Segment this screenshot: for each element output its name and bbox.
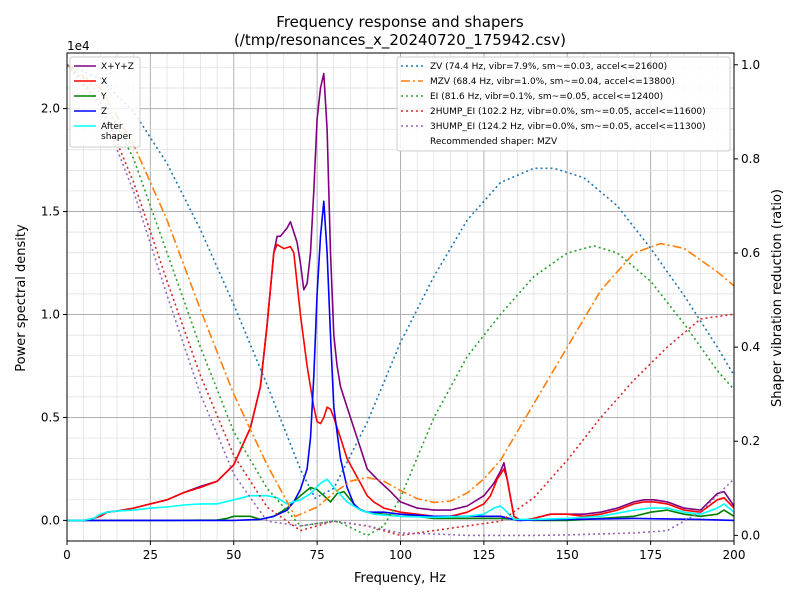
x-tick-label: 0 xyxy=(63,548,71,562)
x-tick-label: 100 xyxy=(389,548,412,562)
y2-axis-label: Shaper vibration reduction (ratio) xyxy=(770,189,785,407)
y2-tick-label: 0.2 xyxy=(741,434,760,448)
x-tick-label: 50 xyxy=(226,548,241,562)
x-tick-label: 75 xyxy=(309,548,324,562)
legend-left-label: X xyxy=(101,77,107,87)
x-tick-label: 25 xyxy=(143,548,158,562)
legend-right-label: 3HUMP_EI (124.2 Hz, vibr=0.0%, sm~=0.05,… xyxy=(430,122,706,132)
legend-right-label: EI (81.6 Hz, vibr=0.1%, sm~=0.05, accel<… xyxy=(430,92,663,102)
y2-tick-label: 0.4 xyxy=(741,340,760,354)
x-axis-label: Frequency, Hz xyxy=(354,571,446,586)
y-axis-left: 0.0 0.5 1.0 1.5 2.0 xyxy=(41,102,67,528)
legend-right: ZV (74.4 Hz, vibr=7.9%, sm~=0.03, accel<… xyxy=(397,57,730,151)
y-offset-label: 1e4 xyxy=(67,39,90,53)
y2-tick-label: 1.0 xyxy=(741,58,760,72)
x-tick-label: 200 xyxy=(723,548,746,562)
x-axis: 0 25 50 75 100 125 150 175 200 xyxy=(63,541,745,562)
y-tick-label: 0.0 xyxy=(41,513,60,527)
y-tick-label: 2.0 xyxy=(41,102,60,116)
y-axis-right: 0.0 0.2 0.4 0.6 0.8 1.0 xyxy=(734,58,760,543)
y2-tick-label: 0.0 xyxy=(741,528,760,542)
recommended-shaper-label: Recommended shaper: MZV xyxy=(430,137,558,147)
chart-title: Frequency response and shapers xyxy=(276,13,524,31)
y-tick-label: 0.5 xyxy=(41,410,60,424)
legend-right-label: ZV (74.4 Hz, vibr=7.9%, sm~=0.03, accel<… xyxy=(430,62,667,72)
y2-tick-label: 0.8 xyxy=(741,152,760,166)
legend-left-label: Z xyxy=(101,107,107,117)
y-tick-label: 1.5 xyxy=(41,205,60,219)
y-axis-label: Power spectral density xyxy=(14,224,29,372)
legend-left-label: X+Y+Z xyxy=(101,62,134,72)
legend-left-label: Y xyxy=(100,92,107,102)
x-tick-label: 175 xyxy=(639,548,662,562)
y-tick-label: 1.0 xyxy=(41,308,60,322)
legend-right-label: MZV (68.4 Hz, vibr=1.0%, sm~=0.04, accel… xyxy=(430,77,675,87)
legend-right-label: 2HUMP_EI (102.2 Hz, vibr=0.0%, sm~=0.05,… xyxy=(430,107,706,117)
x-tick-label: 125 xyxy=(472,548,495,562)
chart-subtitle: (/tmp/resonances_x_20240720_175942.csv) xyxy=(234,31,566,50)
x-tick-label: 150 xyxy=(556,548,579,562)
y2-tick-label: 0.6 xyxy=(741,246,760,260)
